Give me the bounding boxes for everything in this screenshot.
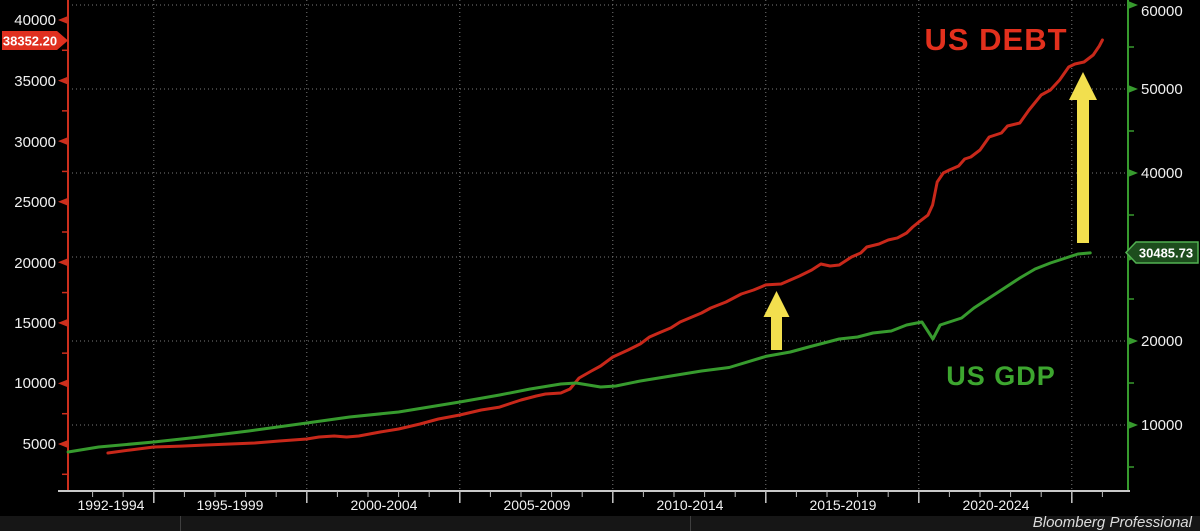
right-axis-tick-label: 40000: [1141, 165, 1183, 182]
left-axis-tick-label: 30000: [14, 134, 56, 151]
left-axis-tick-label: 40000: [14, 12, 56, 29]
right-axis-tick-label: 20000: [1141, 333, 1183, 350]
x-axis-label: 2015-2019: [810, 497, 877, 513]
x-axis-ticks: [92, 491, 1103, 503]
text-layer: 40000 35000 30000 25000 20000 15000 1000…: [14, 3, 1192, 531]
footer-divider: [690, 516, 691, 531]
right-axis-tick-label: 60000: [1141, 3, 1183, 20]
x-axis-label: 2005-2009: [504, 497, 571, 513]
footer-divider: [180, 516, 181, 531]
us-debt-line: [106, 38, 1104, 455]
us-gdp-line: [66, 251, 1092, 454]
bloomberg-professional-brand: Bloomberg Professional: [1033, 514, 1193, 531]
x-axis-label: 1995-1999: [197, 497, 264, 513]
left-axis-tick-label: 5000: [23, 436, 56, 453]
us-gdp-series-label: US GDP: [946, 361, 1056, 391]
gdp-last-price-value: 30485.73: [1139, 246, 1193, 261]
left-axis-ticks: [58, 15, 68, 476]
annotation-arrows: [763, 72, 1097, 350]
gdp-last-price-tag: [1124, 241, 1199, 264]
left-axis-tick-label: 35000: [14, 73, 56, 90]
right-axis-ticks: [1128, 1, 1138, 468]
x-axis-label: 1992-1994: [78, 497, 145, 513]
gridlines: [68, 0, 1128, 491]
x-axis-label: 2000-2004: [351, 497, 418, 513]
us-debt-series-label: US DEBT: [924, 22, 1067, 57]
right-axis-tick-label: 10000: [1141, 417, 1183, 434]
small-up-arrow: [763, 291, 790, 350]
debt-last-price-tag: [2, 31, 68, 50]
big-up-arrow: [1069, 72, 1097, 243]
left-axis-tick-label: 20000: [14, 255, 56, 272]
footer-bar: [0, 516, 1200, 531]
x-axis-label: 2010-2014: [657, 497, 724, 513]
price-tag-layer: 38352.20 30485.73: [2, 31, 1199, 264]
right-axis-tick-label: 50000: [1141, 81, 1183, 98]
left-axis-tick-label: 15000: [14, 315, 56, 332]
left-axis-tick-label: 25000: [14, 194, 56, 211]
x-axis-label: 2020-2024: [963, 497, 1030, 513]
footer-strip: [0, 516, 1200, 531]
plot-area[interactable]: [68, 0, 1128, 491]
draw-layer: [58, 0, 1138, 503]
debt-last-price-value: 38352.20: [3, 34, 57, 49]
left-axis-tick-label: 10000: [14, 375, 56, 392]
